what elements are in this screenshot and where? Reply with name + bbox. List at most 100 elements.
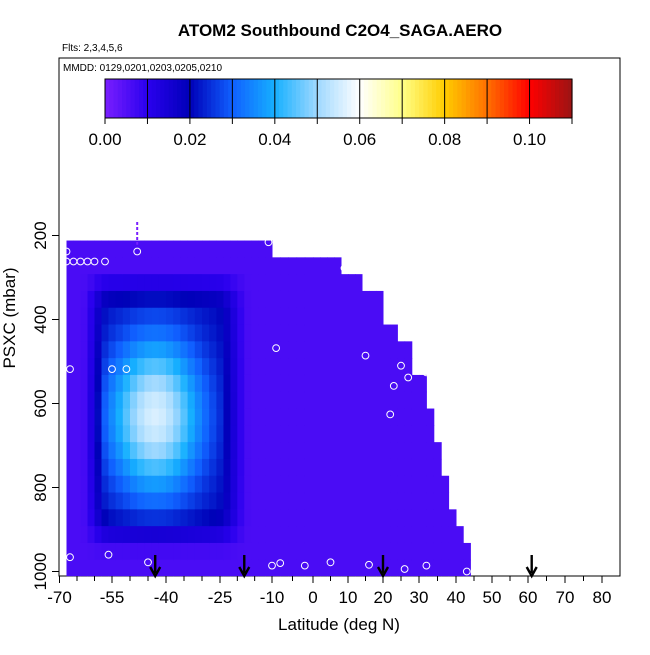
heatmap-cell <box>73 341 81 359</box>
heatmap-cell <box>158 374 167 393</box>
heatmap-cell <box>94 408 102 426</box>
heatmap-cell <box>194 509 203 527</box>
colorbar-swatch <box>240 79 246 118</box>
heatmap-cell <box>244 408 252 426</box>
heatmap-cell <box>80 542 88 561</box>
heatmap-cell <box>137 526 145 544</box>
heatmap-cell <box>369 341 377 359</box>
heatmap-cell <box>334 458 342 477</box>
heatmap-cell <box>369 542 377 561</box>
heatmap-cell <box>101 542 109 561</box>
colorbar-swatch <box>444 79 450 118</box>
heatmap-cell <box>108 341 117 359</box>
heatmap-cell <box>87 475 95 494</box>
heatmap-cell <box>73 425 81 443</box>
heatmap-cell <box>173 358 181 376</box>
heatmap-cell <box>216 240 224 258</box>
heatmap-cell <box>244 240 252 258</box>
heatmap-cell <box>87 442 95 460</box>
heatmap-cell <box>108 559 117 577</box>
heatmap-cell <box>115 324 124 342</box>
heatmap-cell <box>223 358 231 376</box>
heatmap-cell <box>304 509 314 527</box>
heatmap-cell <box>73 559 81 577</box>
heatmap-cell <box>313 374 321 393</box>
heatmap-cell <box>202 442 210 460</box>
heatmap-cell <box>101 526 109 544</box>
heatmap-cell <box>334 358 342 376</box>
heatmap-cell <box>376 475 384 494</box>
heatmap-cell <box>187 509 196 527</box>
heatmap-cell <box>108 509 117 527</box>
heatmap-cell <box>280 526 289 544</box>
heatmap-cell <box>280 341 289 359</box>
colorbar-swatch <box>487 79 492 118</box>
heatmap-cell <box>258 408 266 426</box>
heatmap-cell <box>180 257 189 275</box>
heatmap-cell <box>296 559 306 577</box>
heatmap-cell <box>144 307 153 326</box>
heatmap-cell <box>173 458 181 477</box>
heatmap-cell <box>80 391 88 410</box>
heatmap-cell <box>296 542 306 561</box>
heatmap-cell <box>251 458 259 477</box>
heatmap-cell <box>320 492 328 510</box>
heatmap-cell <box>404 526 413 544</box>
colorbar-swatch <box>470 79 475 118</box>
heatmap-cell <box>94 341 102 359</box>
heatmap-cell <box>87 240 95 258</box>
heatmap-cell <box>158 290 167 309</box>
colorbar-swatch <box>436 79 441 118</box>
sample-point <box>133 247 142 256</box>
heatmap-cell <box>288 274 298 292</box>
colorbar-swatch <box>160 79 166 118</box>
heatmap-cell <box>265 307 273 326</box>
heatmap-cell <box>296 358 306 376</box>
heatmap-cell <box>115 425 124 443</box>
heatmap-cell <box>101 307 109 326</box>
heatmap-cell <box>327 374 335 393</box>
heatmap-cell <box>101 559 109 577</box>
heatmap-cell <box>151 542 160 561</box>
heatmap-cell <box>180 425 189 443</box>
heatmap-cell <box>320 257 328 275</box>
heatmap-cell <box>304 307 314 326</box>
heatmap-cell <box>448 542 457 561</box>
colorbar-swatch <box>393 79 399 118</box>
heatmap-cell <box>216 257 224 275</box>
heatmap-cell <box>66 475 74 494</box>
colorbar-swatch <box>211 79 216 118</box>
heatmap-cell <box>122 425 131 443</box>
heatmap-cell <box>115 257 124 275</box>
heatmap-cell <box>313 324 321 342</box>
heatmap-cell <box>265 290 273 309</box>
heatmap-cell <box>265 492 273 510</box>
heatmap-cell <box>144 509 153 527</box>
heatmap-cell <box>115 442 124 460</box>
heatmap-cell <box>258 475 266 494</box>
heatmap-cell <box>265 408 273 426</box>
colorbar-swatch <box>474 79 480 118</box>
heatmap-cell <box>223 442 231 460</box>
heatmap-cell <box>383 526 391 544</box>
colorbar-swatch <box>491 79 497 118</box>
sample-point <box>415 365 423 374</box>
heatmap-cell <box>173 274 181 292</box>
heatmap-cell <box>137 509 145 527</box>
heatmap-cell <box>209 425 217 443</box>
heatmap-cell <box>258 257 266 275</box>
colorbar-swatch <box>440 79 446 118</box>
heatmap-cell <box>419 425 427 443</box>
heatmap-cell <box>180 341 189 359</box>
heatmap-cell <box>280 559 289 577</box>
sample-point <box>462 567 471 576</box>
heatmap-cell <box>166 341 174 359</box>
heatmap-cell <box>223 341 231 359</box>
heatmap-cell <box>369 358 377 376</box>
x-tick-label: 40 <box>447 588 466 607</box>
heatmap-cell <box>144 475 153 494</box>
x-tick-label: 70 <box>556 588 575 607</box>
heatmap-cell <box>397 458 406 477</box>
heatmap-cell <box>348 526 356 544</box>
heatmap-cell <box>390 442 398 460</box>
